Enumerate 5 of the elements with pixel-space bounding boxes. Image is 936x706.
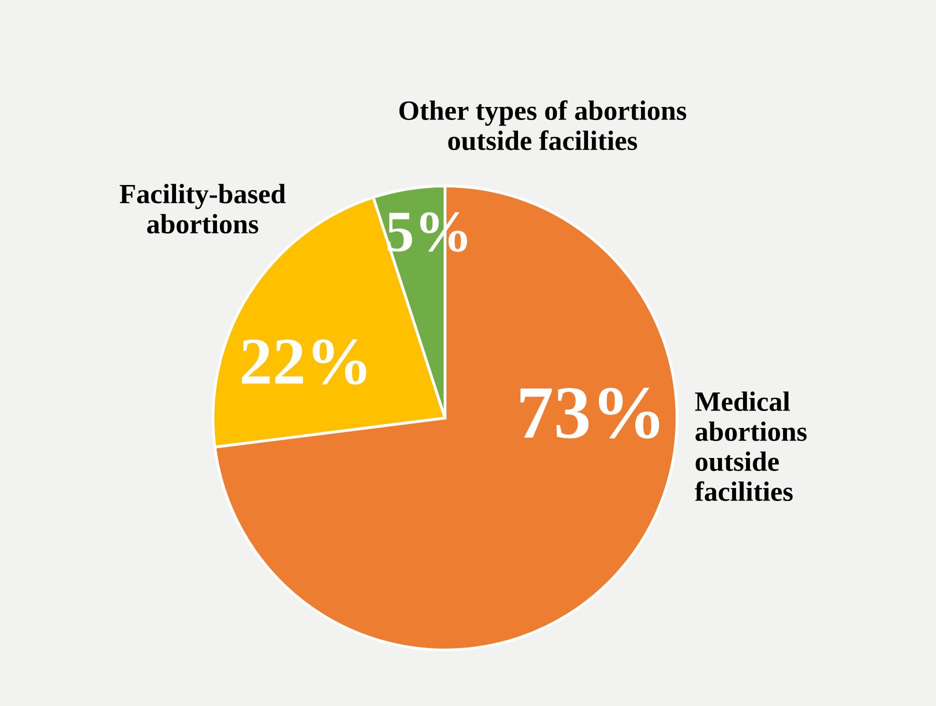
slice-label: Other types of abortions outside facilities xyxy=(399,100,686,150)
slice-label: Medical abortions outside facilities xyxy=(694,391,807,502)
data-label: 22% xyxy=(242,339,366,385)
data-label: 73% xyxy=(520,388,660,439)
slice-label: Facility-based abortions xyxy=(120,184,286,234)
